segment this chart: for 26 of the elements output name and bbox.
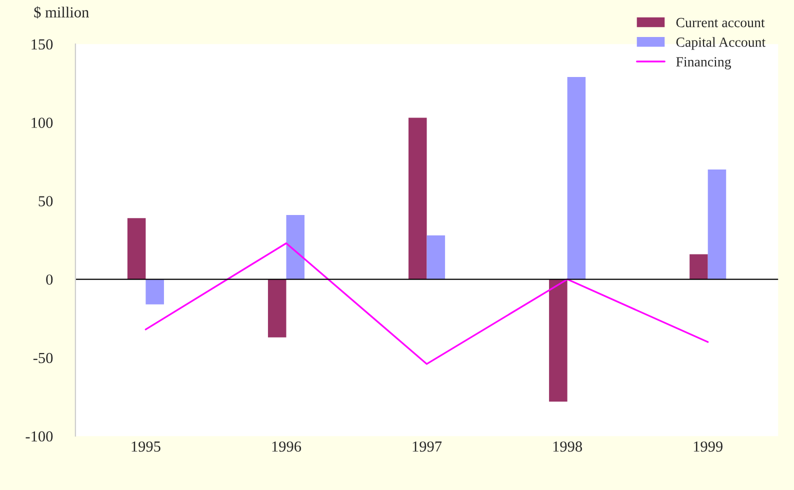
- bar: [286, 215, 305, 280]
- legend-label: Current account: [676, 18, 765, 28]
- x-tick-label: 1997: [412, 441, 442, 452]
- y-tick-label: -100: [26, 431, 53, 442]
- bar: [567, 77, 586, 280]
- bar: [426, 235, 446, 280]
- x-tick-label: 1996: [272, 441, 302, 452]
- bar: [690, 254, 708, 280]
- bar: [127, 218, 146, 280]
- bar: [549, 279, 568, 402]
- bar: [268, 279, 286, 338]
- legend-label: Financing: [676, 57, 732, 70]
- bar: [408, 118, 427, 280]
- bar: [146, 279, 164, 304]
- y-tick-label: 0: [46, 274, 53, 285]
- y-axis-title: $ million: [34, 6, 89, 18]
- x-tick-label: 1995: [132, 441, 160, 452]
- legend-label: Capital Account: [676, 37, 766, 50]
- y-tick-label: -50: [33, 352, 53, 364]
- x-tick-label: 1998: [553, 441, 582, 452]
- line-series: [144, 242, 709, 365]
- y-tick-label: 50: [38, 196, 53, 206]
- x-tick-label: 1999: [694, 441, 723, 452]
- y-tick-label: 100: [32, 118, 53, 128]
- y-tick-label: 150: [32, 39, 53, 50]
- bar: [708, 170, 726, 280]
